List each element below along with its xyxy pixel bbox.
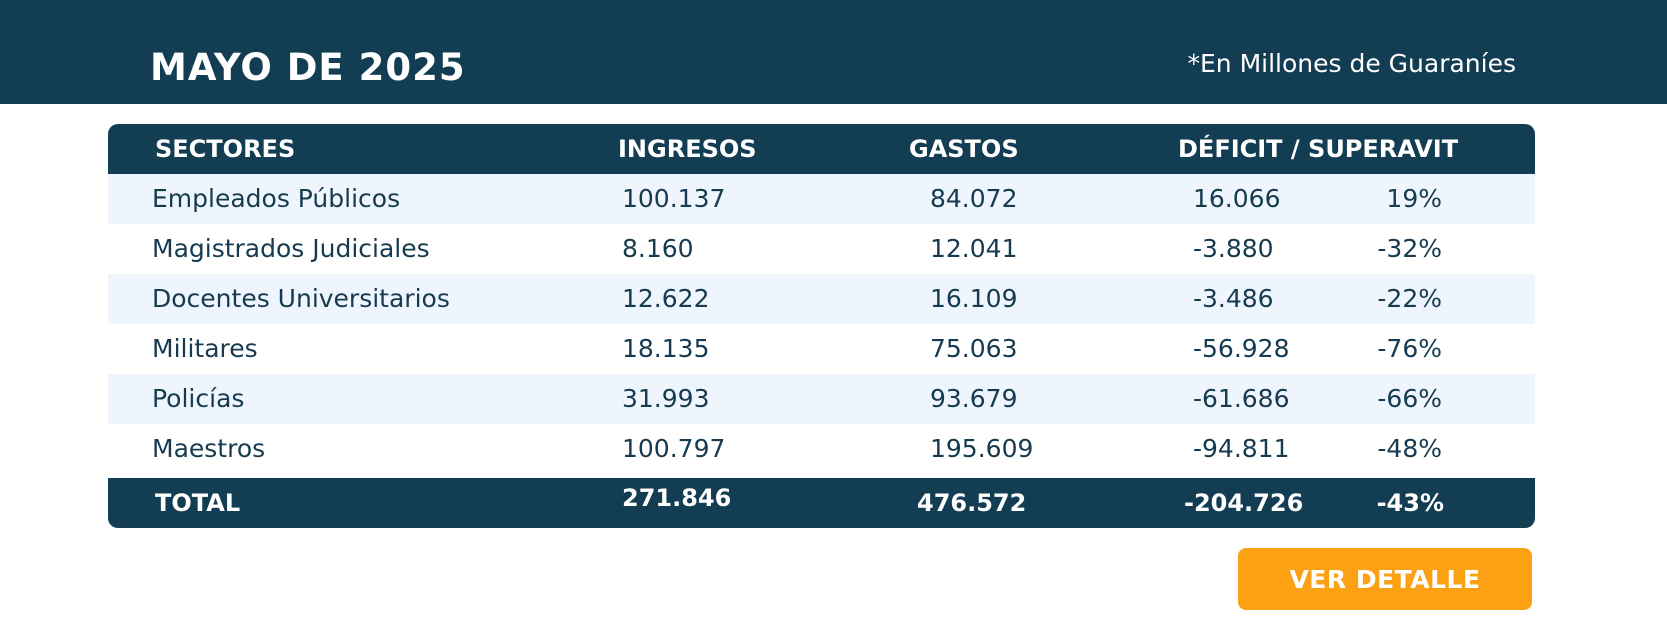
gastos-value: 93.679 [930, 384, 1018, 413]
sector-name: Maestros [152, 434, 266, 463]
deficit-percent: -32% [1377, 234, 1442, 263]
gastos-value: 12.041 [930, 234, 1018, 263]
deficit-percent: -66% [1377, 384, 1442, 413]
total-ingresos: 271.846 [622, 484, 732, 512]
deficit-value: -56.928 [1193, 334, 1290, 363]
ingresos-value: 18.135 [622, 334, 710, 363]
table-row: Docentes Universitarios 12.622 16.109 -3… [108, 274, 1535, 324]
ingresos-value: 31.993 [622, 384, 710, 413]
sector-name: Policías [152, 384, 245, 413]
table-row: Magistrados Judiciales 8.160 12.041 -3.8… [108, 224, 1535, 274]
deficit-value: -61.686 [1193, 384, 1290, 413]
gastos-value: 84.072 [930, 184, 1018, 213]
ingresos-value: 100.797 [622, 434, 726, 463]
total-deficit: -204.726 [1184, 489, 1304, 517]
deficit-value: -3.880 [1193, 234, 1274, 263]
table-row: Policías 31.993 93.679 -61.686 -66% [108, 374, 1535, 424]
sector-name: Magistrados Judiciales [152, 234, 430, 263]
total-percent: -43% [1376, 489, 1444, 517]
total-gastos: 476.572 [917, 489, 1027, 517]
sector-name: Docentes Universitarios [152, 284, 450, 313]
table-total-row: TOTAL 271.846 476.572 -204.726 -43% [108, 478, 1535, 528]
ingresos-value: 100.137 [622, 184, 726, 213]
ingresos-value: 12.622 [622, 284, 710, 313]
table-header: SECTORES INGRESOS GASTOS DÉFICIT / SUPER… [108, 124, 1535, 174]
deficit-value: -3.486 [1193, 284, 1274, 313]
deficit-percent: -22% [1377, 284, 1442, 313]
sectors-table: SECTORES INGRESOS GASTOS DÉFICIT / SUPER… [108, 124, 1535, 528]
table-row: Maestros 100.797 195.609 -94.811 -48% [108, 424, 1535, 474]
deficit-percent: -48% [1377, 434, 1442, 463]
page-title: MAYO DE 2025 [150, 46, 466, 89]
deficit-percent: -76% [1377, 334, 1442, 363]
total-label: TOTAL [155, 489, 241, 517]
gastos-value: 16.109 [930, 284, 1018, 313]
column-header-gastos: GASTOS [909, 135, 1019, 163]
sector-name: Empleados Públicos [152, 184, 401, 213]
gastos-value: 195.609 [930, 434, 1034, 463]
view-detail-button[interactable]: VER DETALLE [1238, 548, 1532, 610]
top-banner: MAYO DE 2025 *En Millones de Guaraníes [0, 0, 1667, 104]
deficit-value: -94.811 [1193, 434, 1290, 463]
ingresos-value: 8.160 [622, 234, 694, 263]
table-row: Militares 18.135 75.063 -56.928 -76% [108, 324, 1535, 374]
deficit-value: 16.066 [1193, 184, 1281, 213]
column-header-sector: SECTORES [155, 135, 296, 163]
table-row: Empleados Públicos 100.137 84.072 16.066… [108, 174, 1535, 224]
gastos-value: 75.063 [930, 334, 1018, 363]
column-header-ingresos: INGRESOS [618, 135, 757, 163]
sector-name: Militares [152, 334, 258, 363]
currency-note: *En Millones de Guaraníes [1187, 49, 1516, 78]
deficit-percent: 19% [1386, 184, 1442, 213]
column-header-deficit: DÉFICIT / SUPERAVIT [1178, 135, 1459, 163]
